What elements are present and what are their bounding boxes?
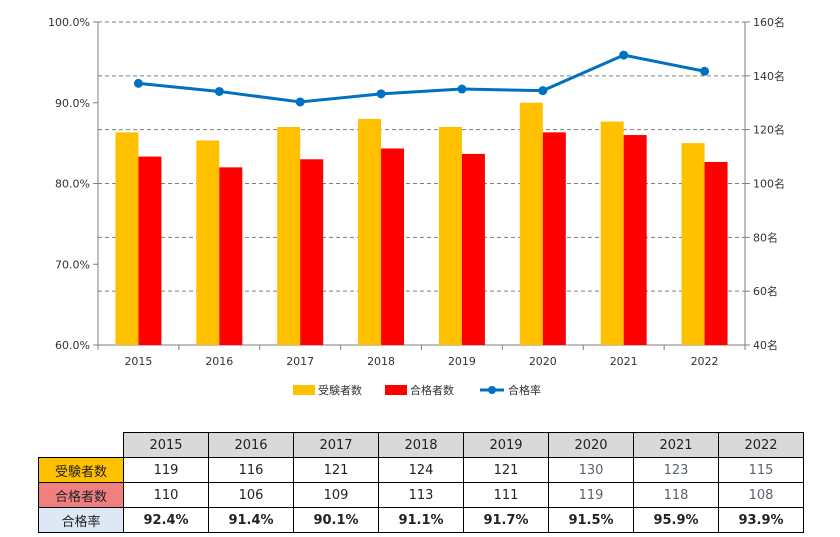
table-cell: 93.9% [718, 507, 804, 533]
tick-labels: 60.0% 70.0% 80.0% 90.0% 100.0% 40名 60名 80名 100名 1… [48, 15, 785, 368]
bar-applicants [681, 143, 705, 345]
table-cell: 90.1% [293, 507, 379, 533]
x-tick-label: 2021 [610, 355, 638, 368]
table-year-header: 2018 [378, 432, 464, 458]
bar-passers [623, 135, 647, 345]
bar-applicants [358, 118, 382, 346]
right-tick-label: 80名 [753, 230, 778, 244]
table-cell: 110 [123, 482, 209, 508]
table-cell: 91.1% [378, 507, 464, 533]
rate-point [376, 89, 386, 99]
right-tick-label: 160名 [753, 15, 785, 29]
table-cell: 118 [633, 482, 719, 508]
table-year-header: 2020 [548, 432, 634, 458]
left-tick-label: 60.0% [55, 339, 90, 352]
table-row-label: 合格率 [38, 507, 124, 533]
x-tick-label: 2020 [529, 355, 557, 368]
right-tick-label: 120名 [753, 123, 785, 137]
rate-point [457, 84, 467, 94]
rate-point [538, 86, 548, 96]
rate-point [214, 86, 224, 96]
table-cell: 119 [123, 457, 209, 483]
table-cell: 106 [208, 482, 294, 508]
legend-label-rate: 合格率 [508, 383, 541, 397]
table-row-rate: 合格率 92.4% 91.4% 90.1% 91.1% 91.7% 91.5% … [38, 507, 804, 533]
x-tick-label: 2019 [448, 355, 476, 368]
x-tick-label: 2018 [367, 355, 395, 368]
table-cell: 113 [378, 482, 464, 508]
table-cell: 109 [293, 482, 379, 508]
bar-passers [300, 159, 324, 345]
right-tick-label: 140名 [753, 69, 785, 83]
table-year-header: 2022 [718, 432, 804, 458]
rate-point [700, 66, 710, 76]
left-tick-label: 90.0% [55, 97, 90, 110]
table-header-row: 2015 2016 2017 2018 2019 2020 2021 2022 [39, 432, 804, 458]
bar-applicants [115, 132, 139, 345]
table-row-label: 受験者数 [38, 457, 124, 483]
table-year-header: 2019 [463, 432, 549, 458]
table-year-header: 2015 [123, 432, 209, 458]
bar-applicants [600, 121, 624, 345]
bar-passers [219, 167, 243, 345]
legend-marker-rate [488, 386, 496, 394]
rate-point [619, 50, 629, 60]
table-cell: 91.4% [208, 507, 294, 533]
bar-passers [542, 132, 566, 345]
bar-applicants [519, 102, 543, 345]
right-tick-label: 60名 [753, 284, 778, 298]
legend-swatch-applicants [293, 385, 315, 395]
data-table: 2015 2016 2017 2018 2019 2020 2021 2022 … [38, 432, 804, 533]
table-row-label: 合格者数 [38, 482, 124, 508]
table-cell: 119 [548, 482, 634, 508]
table-row-applicants: 受験者数 119 116 121 124 121 130 123 115 [38, 457, 804, 483]
table-cell: 124 [378, 457, 464, 483]
right-tick-label: 100名 [753, 177, 785, 191]
legend-label-applicants: 受験者数 [318, 383, 362, 397]
bar-applicants [277, 126, 301, 345]
table-cell: 91.5% [548, 507, 634, 533]
table-cell: 115 [718, 457, 804, 483]
bar-passers [138, 156, 162, 345]
table-row-passers: 合格者数 110 106 109 113 111 119 118 108 [38, 482, 804, 508]
legend-label-passers: 合格者数 [410, 383, 454, 397]
rate-line-path [138, 53, 705, 104]
gridlines [98, 21, 745, 292]
legend-swatch-passers [385, 385, 407, 395]
left-tick-label: 80.0% [55, 178, 90, 191]
x-tick-label: 2015 [124, 355, 152, 368]
bar-passers [704, 161, 728, 345]
bar-applicants [196, 140, 220, 345]
x-tick-label: 2022 [691, 355, 719, 368]
rate-line [133, 50, 710, 107]
right-tick-label: 40名 [753, 338, 778, 352]
table-cell: 116 [208, 457, 294, 483]
table-cell: 91.7% [463, 507, 549, 533]
bar-passers [381, 148, 405, 345]
bar-passers [461, 153, 485, 345]
table-cell: 121 [463, 457, 549, 483]
left-tick-label: 100.0% [48, 16, 90, 29]
table-year-header: 2016 [208, 432, 294, 458]
table-cell: 95.9% [633, 507, 719, 533]
left-tick-label: 70.0% [55, 258, 90, 271]
table-cell: 111 [463, 482, 549, 508]
table-year-header: 2021 [633, 432, 719, 458]
legend: 受験者数 合格者数 合格率 [293, 383, 541, 397]
rate-point [133, 78, 143, 88]
table-cell: 121 [293, 457, 379, 483]
rate-point [295, 97, 305, 107]
table-year-header: 2017 [293, 432, 379, 458]
table-cell: 92.4% [123, 507, 209, 533]
axes [93, 21, 750, 350]
bar-applicants [438, 126, 462, 345]
table-cell: 123 [633, 457, 719, 483]
x-tick-label: 2016 [205, 355, 233, 368]
chart: 60.0% 70.0% 80.0% 90.0% 100.0% 40名 60名 80名 100名 1… [48, 15, 785, 397]
table-corner [39, 433, 124, 458]
bars [115, 102, 728, 346]
table-cell: 108 [718, 482, 804, 508]
table-cell: 130 [548, 457, 634, 483]
x-tick-label: 2017 [286, 355, 314, 368]
